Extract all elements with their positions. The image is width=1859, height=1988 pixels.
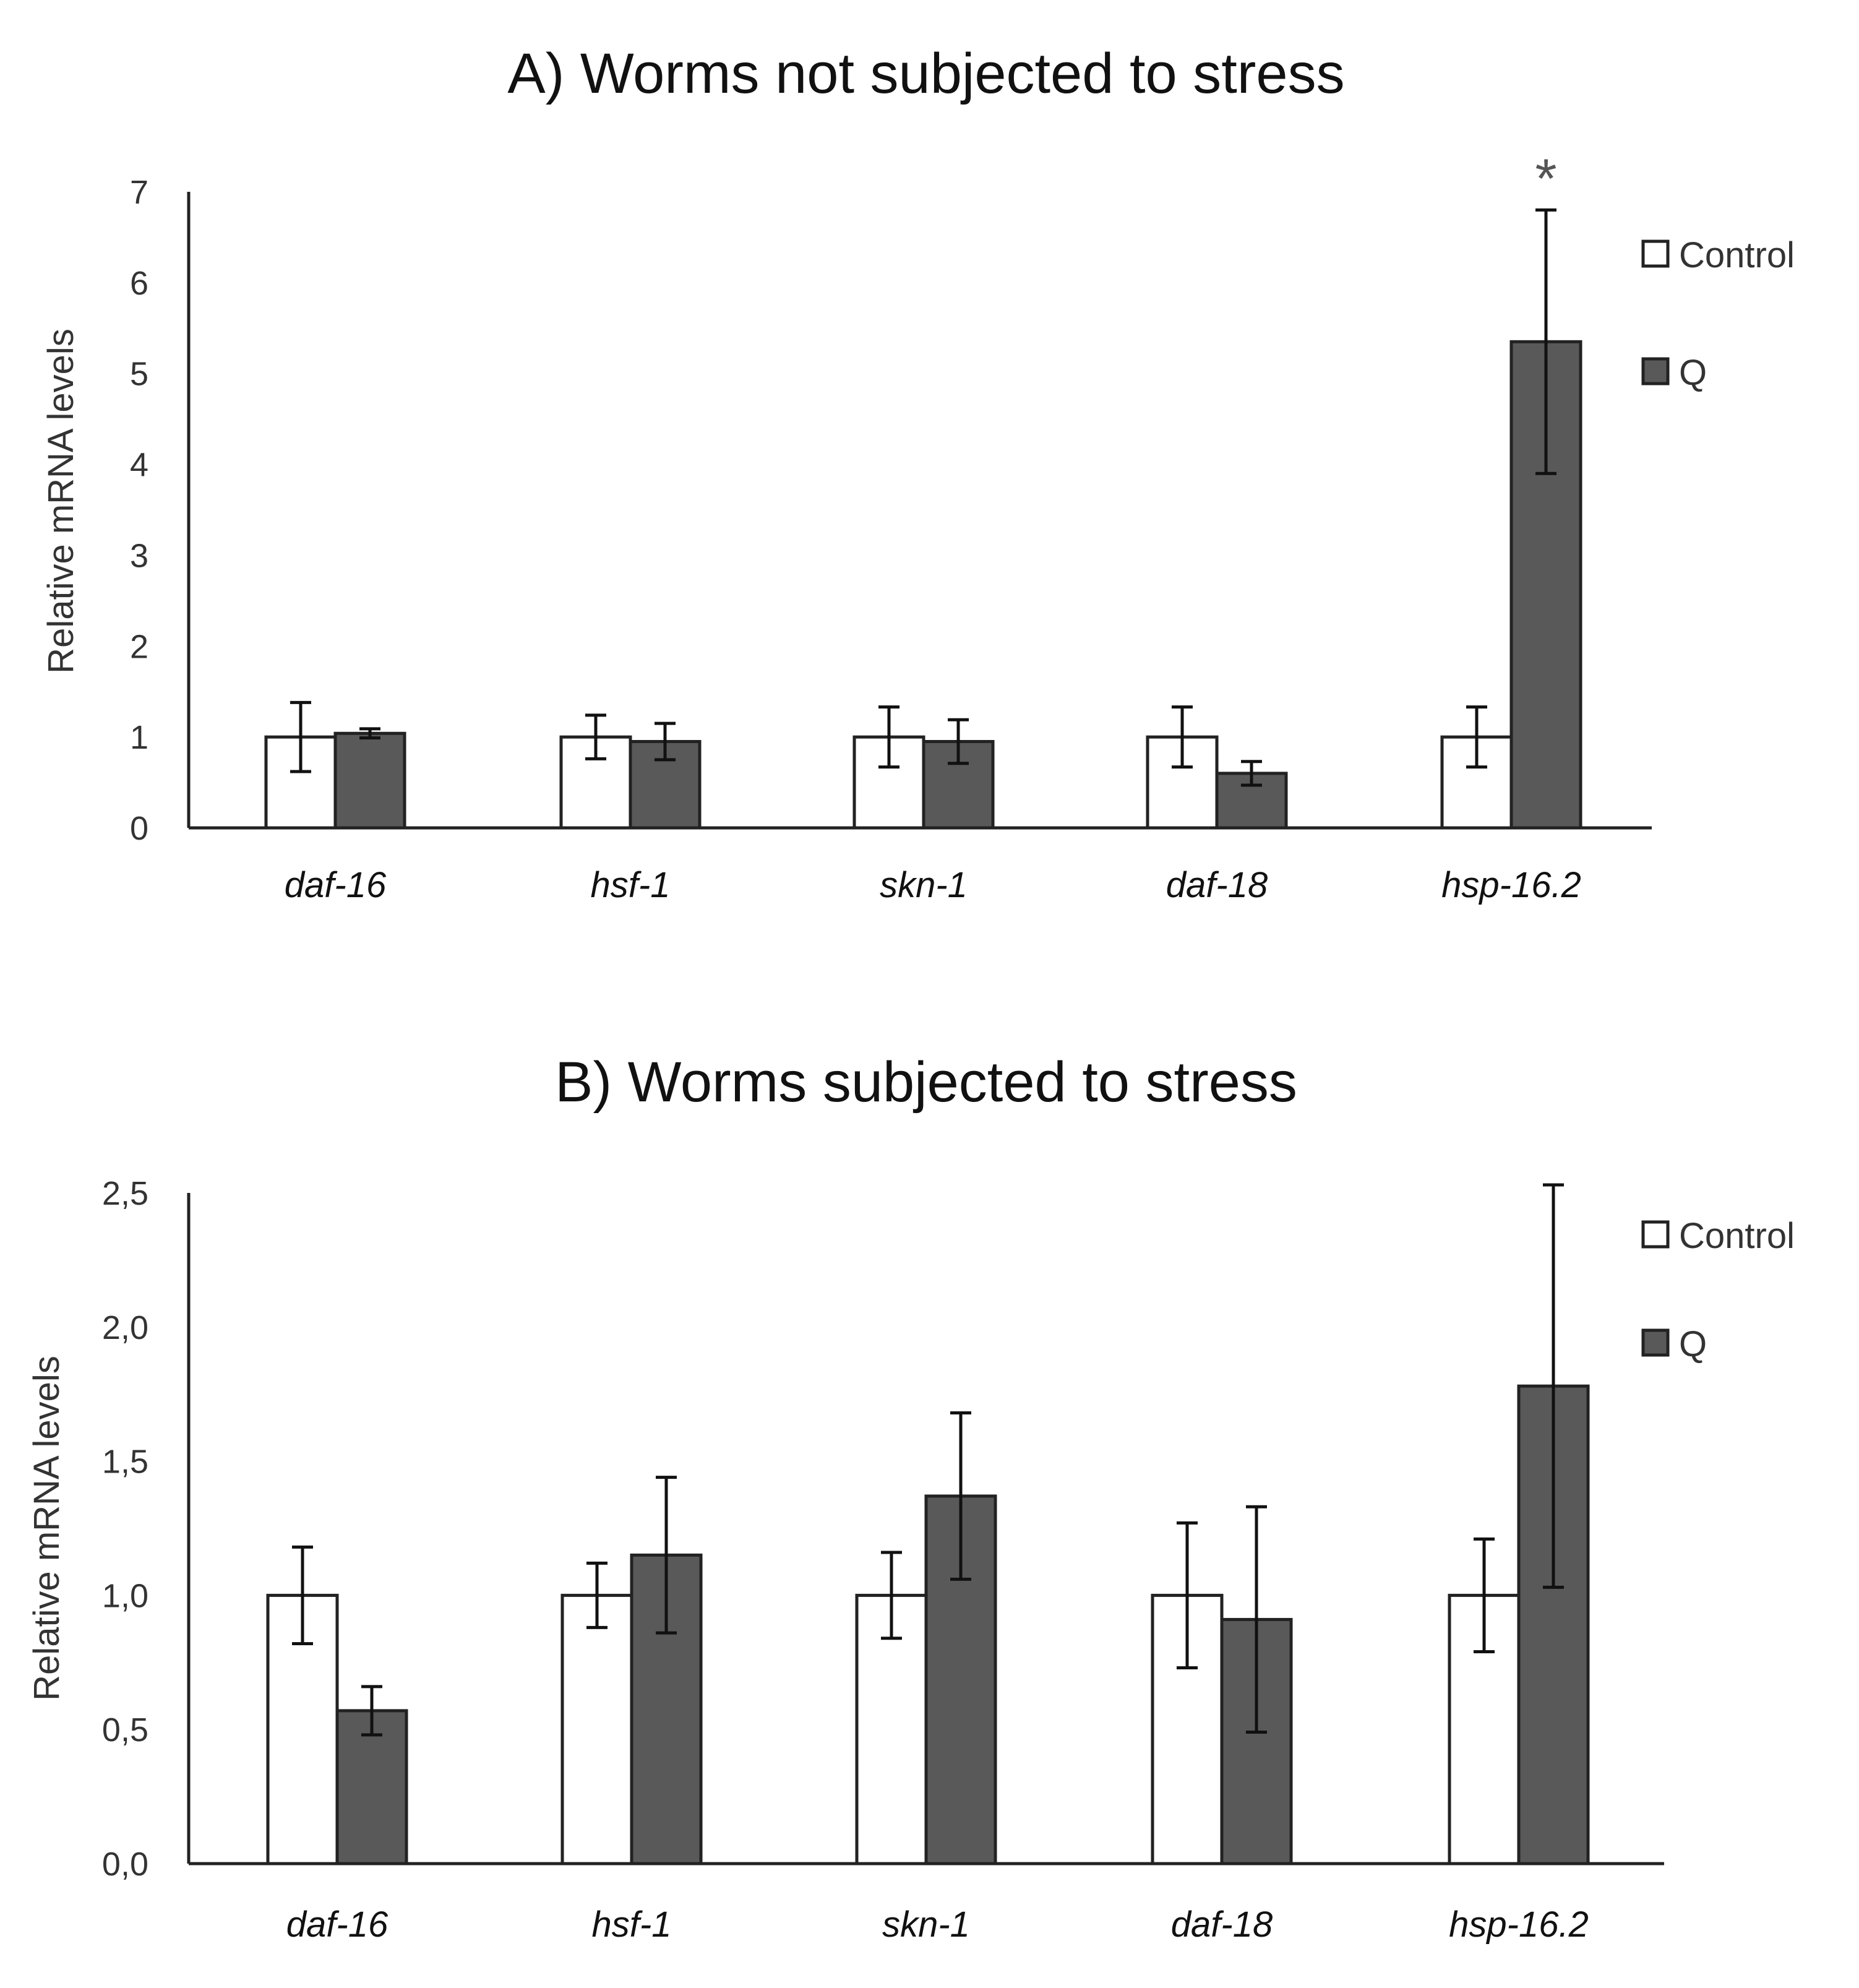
y-tick-label: 4	[130, 447, 148, 484]
category-label: skn-1	[880, 865, 968, 905]
legend-label-control: Control	[1679, 1216, 1795, 1256]
panel-a-plot-area: 0 1 2 3 4 5 6 7 daf-16 hsf-1 skn-1 daf-18 hsp-16.2 *	[130, 148, 1652, 905]
legend-swatch-q	[1641, 357, 1670, 385]
bar-control-skn-1	[855, 1593, 928, 1865]
panel-b: B) Worms subjected to stress Relative mR…	[27, 1051, 1795, 1945]
y-tick-label: 2,5	[102, 1175, 148, 1212]
legend-swatch-control	[1641, 1220, 1670, 1249]
category-label: hsp-16.2	[1449, 1904, 1589, 1945]
y-tick-label: 1,0	[102, 1577, 148, 1614]
panel-b-title: B) Worms subjected to stress	[555, 1051, 1297, 1114]
legend-label-q: Q	[1679, 353, 1707, 393]
bar-control-hsf-1	[560, 1593, 633, 1865]
y-tick-label: 0,0	[102, 1846, 148, 1883]
category-label: daf-18	[1171, 1904, 1273, 1945]
significance-marker: *	[1535, 148, 1556, 210]
panel-a: A) Worms not subjected to stress Relativ…	[41, 42, 1795, 905]
y-tick-label: 2	[130, 628, 148, 665]
y-tick-label: 5	[130, 356, 148, 393]
legend-swatch-control	[1641, 239, 1670, 268]
y-tick-label: 1	[130, 719, 148, 756]
panel-a-legend: Control Q	[1641, 235, 1795, 393]
y-tick-label: 1,5	[102, 1444, 148, 1481]
y-tick-label: 0	[130, 810, 148, 847]
legend-label-control: Control	[1679, 235, 1795, 275]
y-tick-label: 6	[130, 265, 148, 302]
category-label: hsp-16.2	[1441, 865, 1581, 905]
bar-q-daf-16	[333, 731, 406, 830]
y-tick-label: 2,0	[102, 1309, 148, 1346]
category-label: hsf-1	[591, 865, 671, 905]
category-label: daf-16	[286, 1904, 389, 1945]
panel-b-y-axis-label: Relative mRNA levels	[27, 1356, 67, 1701]
panel-a-title: A) Worms not subjected to stress	[507, 42, 1344, 105]
category-label: skn-1	[882, 1904, 970, 1945]
panel-b-legend: Control Q	[1641, 1216, 1795, 1364]
legend-label-q: Q	[1679, 1324, 1707, 1364]
y-tick-label: 3	[130, 537, 148, 574]
bar-q-daf-18	[1215, 772, 1288, 830]
y-tick-label: 7	[130, 174, 148, 211]
panel-b-plot-area: 0,0 0,5 1,0 1,5 2,0 2,5 daf-16 hsf-1 skn-1 daf-18…	[102, 1175, 1664, 1945]
category-label: daf-16	[285, 865, 387, 905]
y-tick-label: 0,5	[102, 1711, 148, 1749]
category-label: hsf-1	[592, 1904, 672, 1945]
legend-swatch-q	[1641, 1328, 1670, 1357]
panel-a-y-axis-label: Relative mRNA levels	[41, 329, 81, 674]
category-label: daf-18	[1166, 865, 1268, 905]
